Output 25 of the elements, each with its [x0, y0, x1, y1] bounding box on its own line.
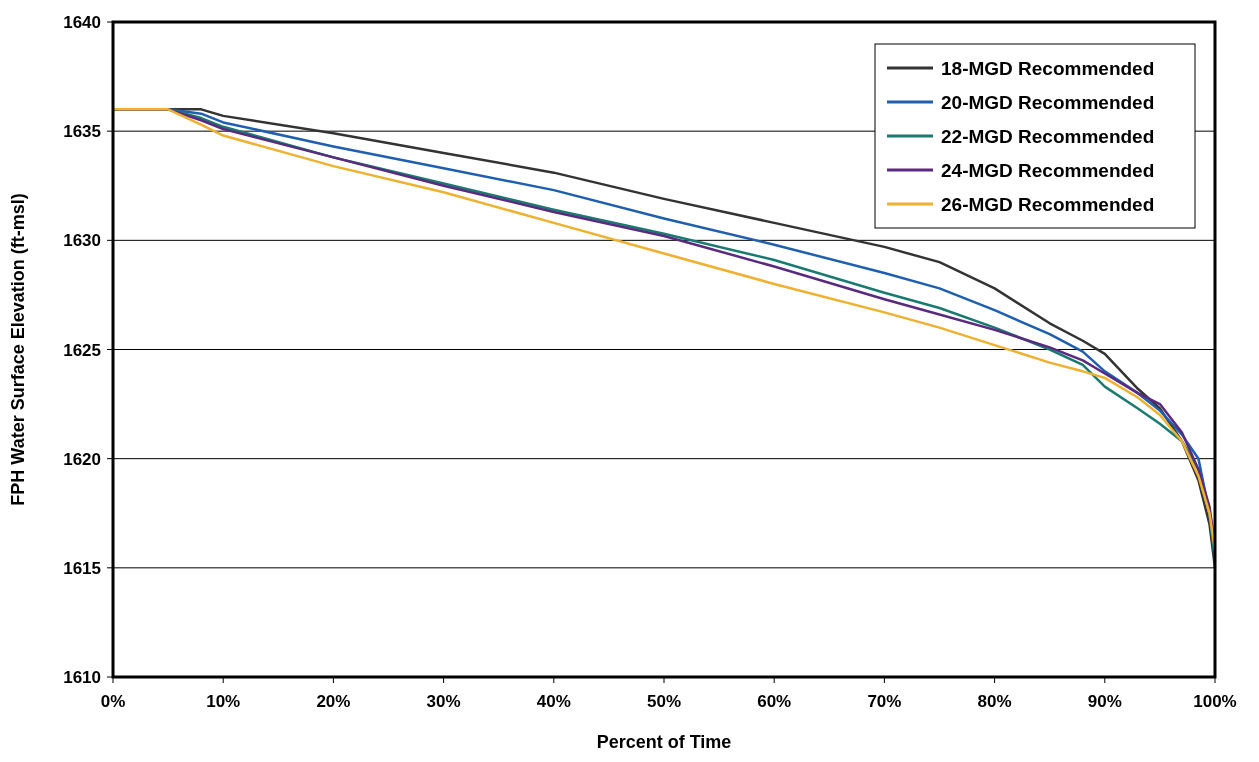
legend-label: 26-MGD Recommended	[941, 194, 1155, 215]
x-tick-label: 20%	[316, 692, 351, 711]
x-tick-label: 80%	[977, 692, 1012, 711]
legend-label: 22-MGD Recommended	[941, 126, 1155, 147]
y-axis-title: FPH Water Surface Elevation (ft-msl)	[8, 193, 28, 506]
y-tick-label: 1620	[63, 449, 101, 469]
y-tick-label: 1635	[63, 122, 101, 142]
y-tick-label: 1640	[63, 13, 101, 32]
legend-label: 20-MGD Recommended	[941, 92, 1155, 113]
legend-label: 24-MGD Recommended	[941, 160, 1155, 181]
x-tick-label: 40%	[536, 692, 571, 711]
legend-label: 18-MGD Recommended	[941, 58, 1155, 79]
x-tick-label: 70%	[867, 692, 902, 711]
x-tick-label: 90%	[1087, 692, 1122, 711]
y-tick-label: 1630	[63, 231, 101, 251]
x-tick-label: 100%	[1193, 692, 1237, 711]
x-tick-label: 10%	[206, 692, 241, 711]
x-tick-label: 50%	[646, 692, 682, 711]
x-tick-label: 60%	[757, 692, 792, 711]
y-tick-label: 1625	[63, 340, 101, 360]
x-tick-label: 0%	[100, 692, 126, 711]
x-axis-title: Percent of Time	[596, 732, 732, 752]
y-tick-label: 1610	[63, 668, 101, 687]
y-tick-label: 1615	[63, 558, 101, 578]
x-tick-label: 30%	[426, 692, 461, 711]
